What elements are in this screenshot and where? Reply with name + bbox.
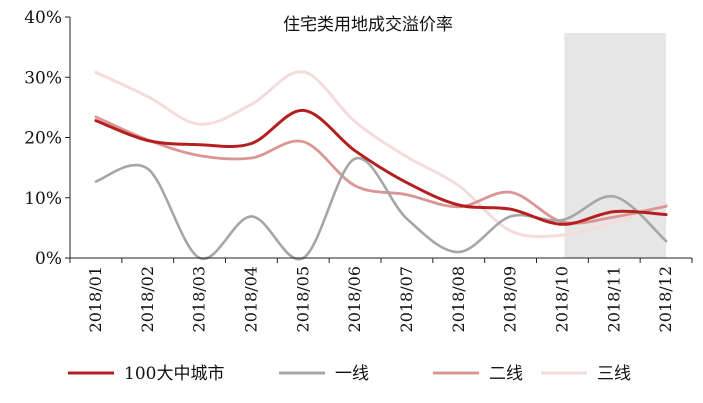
legend-label: 一线 <box>335 364 369 384</box>
x-tick-label: 2018/02 <box>138 266 157 332</box>
x-tick-label: 2018/03 <box>190 266 209 332</box>
y-tick-label: 20% <box>24 129 62 149</box>
legend-label: 100大中城市 <box>124 364 224 384</box>
x-tick-label: 2018/09 <box>501 266 520 332</box>
series-line-2 <box>94 115 668 225</box>
series-line-0 <box>94 108 668 226</box>
y-tick-label: 40% <box>24 8 62 28</box>
x-tick-label: 2018/04 <box>241 266 260 332</box>
x-tick-label: 2018/11 <box>604 266 623 332</box>
y-tick-label: 0% <box>35 249 62 269</box>
series-line-1 <box>94 156 668 261</box>
x-tick-label: 2018/12 <box>656 266 675 332</box>
y-ticks: 0% 10% 20% 30% 40% <box>24 8 70 269</box>
y-tick-label: 30% <box>24 68 62 88</box>
x-tick-label: 2018/07 <box>397 266 416 332</box>
x-tick-label: 2018/05 <box>293 266 312 332</box>
x-tick-label: 2018/01 <box>86 266 105 332</box>
series-line-3 <box>94 70 668 239</box>
x-ticks: 2018/01 2018/02 2018/03 2018/04 2018/05 2018/… <box>69 258 693 332</box>
chart-title: 住宅类用地成交溢价率 <box>283 15 453 35</box>
x-tick-label: 2018/06 <box>345 266 364 332</box>
legend-label: 三线 <box>597 364 631 384</box>
x-tick-label: 2018/10 <box>552 266 571 332</box>
legend-label: 二线 <box>489 364 523 384</box>
y-tick-label: 10% <box>24 189 62 209</box>
x-tick-label: 2018/08 <box>449 266 468 332</box>
legend: 100大中城市 一线 二线 三线 <box>68 364 631 384</box>
series-layer <box>94 70 668 261</box>
